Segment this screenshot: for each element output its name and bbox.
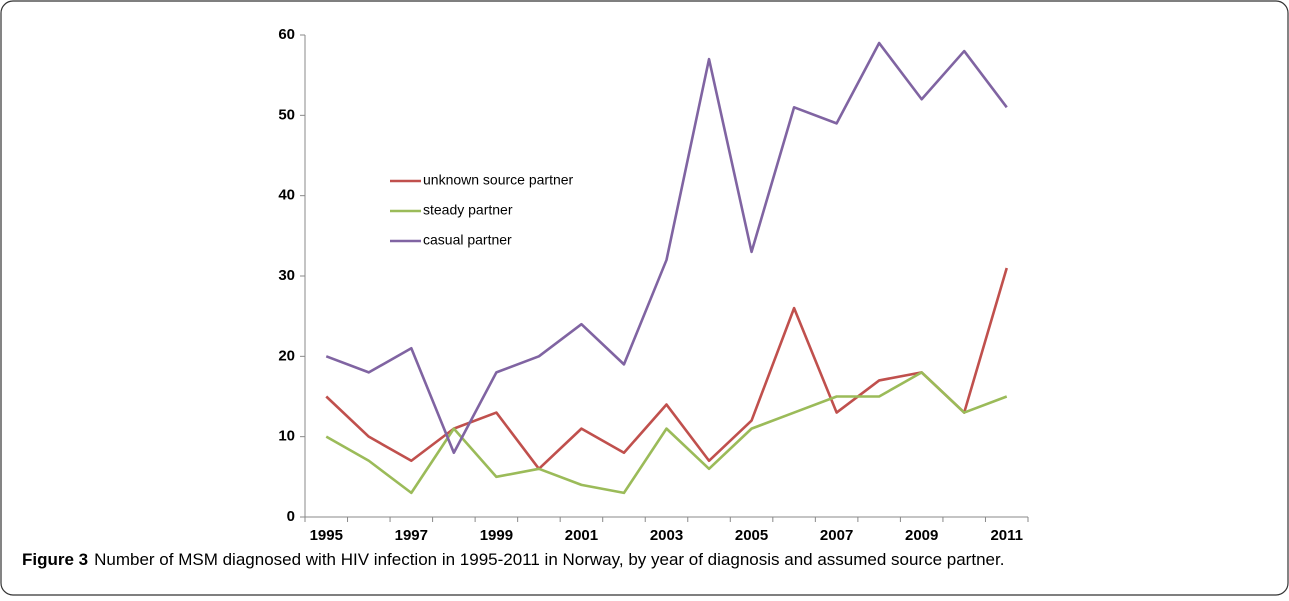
x-tick-label: 2009 — [905, 527, 938, 544]
caption-label: Figure 3 — [22, 550, 88, 569]
legend-label: steady partner — [423, 202, 513, 218]
y-tick-label: 10 — [278, 428, 295, 445]
y-tick-label: 40 — [278, 187, 295, 204]
y-tick-label: 30 — [278, 267, 295, 284]
series-line — [325, 267, 1008, 471]
series-line — [325, 41, 1008, 455]
x-tick-label: 2007 — [820, 527, 853, 544]
caption-text: Number of MSM diagnosed with HIV infecti… — [94, 550, 1004, 569]
x-tick-label: 1999 — [480, 527, 513, 544]
legend-label: casual partner — [423, 232, 512, 248]
x-tick-label: 1995 — [310, 527, 343, 544]
series-line — [325, 371, 1008, 495]
x-tick-label: 2005 — [735, 527, 768, 544]
y-tick-label: 0 — [287, 508, 295, 525]
x-tick-label: 2001 — [565, 527, 598, 544]
caption: Figure 3 Number of MSM diagnosed with HIV… — [22, 550, 1004, 569]
y-tick-label: 20 — [278, 347, 295, 364]
y-tick-label: 60 — [278, 26, 295, 43]
x-tick-label: 2003 — [650, 527, 683, 544]
y-tick-label: 50 — [278, 106, 295, 123]
x-tick-label: 2011 — [990, 527, 1023, 544]
x-tick-label: 1997 — [395, 527, 428, 544]
legend-label: unknown source partner — [423, 172, 574, 188]
